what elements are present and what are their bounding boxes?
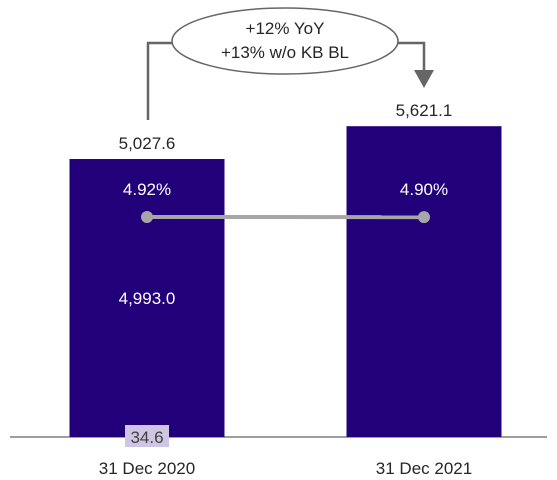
category-label-2020: 31 Dec 2020 <box>99 459 195 478</box>
bar-segment-34-6 <box>125 425 169 447</box>
segment-label-34-6: 34.6 <box>130 428 163 447</box>
total-label-2020: 5,027.6 <box>119 134 176 153</box>
arrow-down-icon <box>414 70 434 88</box>
callout-line-1: +12% YoY <box>246 19 325 38</box>
growth-callout-ellipse <box>171 7 399 75</box>
total-label-2021: 5,621.1 <box>396 101 453 120</box>
callout-line-2: +13% w/o KB BL <box>221 43 349 62</box>
segment-label-4993: 4,993.0 <box>119 289 176 308</box>
rate-point-2020 <box>141 211 153 223</box>
rate-label-2020: 4.92% <box>123 180 171 199</box>
callout-connector <box>146 41 178 120</box>
rate-point-2021 <box>418 211 430 224</box>
category-label-2021: 31 Dec 2021 <box>376 459 472 478</box>
bar-31-dec-2020 <box>69 159 225 438</box>
callout-arrow-line <box>390 41 426 72</box>
bar-31-dec-2021 <box>346 126 502 437</box>
rate-label-2021: 4.90% <box>400 180 448 199</box>
